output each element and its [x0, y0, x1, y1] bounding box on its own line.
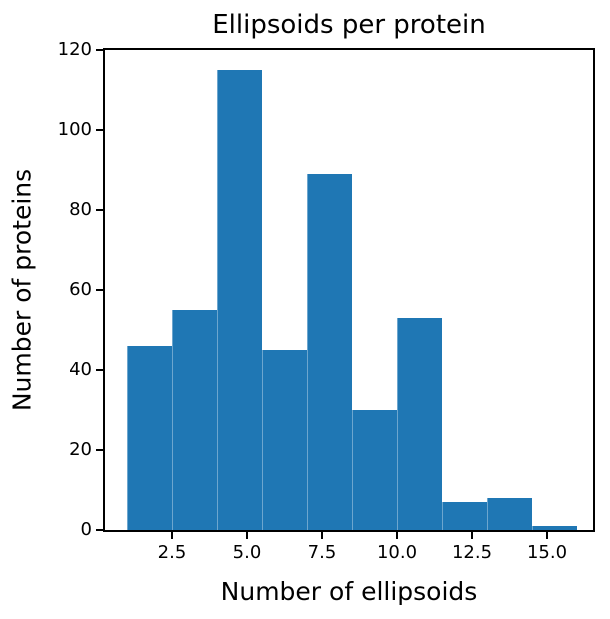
x-tick — [546, 532, 548, 539]
histogram-bar — [126, 346, 172, 530]
x-tick — [471, 532, 473, 539]
x-tick-label: 5.0 — [232, 542, 262, 563]
histogram-bar — [352, 410, 397, 530]
histogram-bar — [487, 498, 532, 530]
y-axis-label: Number of proteins — [7, 168, 37, 412]
y-tick-label: 40 — [69, 359, 92, 380]
y-tick-label: 0 — [80, 519, 92, 540]
x-tick-label: 12.5 — [451, 542, 493, 563]
chart-title: Ellipsoids per protein — [212, 10, 486, 40]
y-tick — [96, 49, 103, 51]
histogram-bar — [216, 70, 262, 530]
histogram-bar — [261, 350, 307, 530]
y-tick — [96, 449, 103, 451]
y-tick — [96, 129, 103, 131]
x-tick-label: 2.5 — [157, 542, 187, 563]
histogram-bar — [397, 318, 442, 530]
y-tick-label: 20 — [69, 439, 92, 460]
y-tick-label: 60 — [69, 279, 92, 300]
x-tick-label: 10.0 — [376, 542, 418, 563]
x-axis-label: Number of ellipsoids — [220, 577, 478, 606]
x-tick — [320, 532, 323, 539]
y-tick-label: 120 — [57, 39, 92, 60]
y-tick — [96, 529, 103, 531]
x-tick — [170, 532, 173, 539]
y-tick-label: 100 — [57, 119, 92, 140]
x-tick — [245, 532, 248, 539]
y-tick — [96, 289, 103, 291]
x-tick-label: 7.5 — [307, 542, 337, 563]
histogram-bar — [306, 174, 352, 530]
x-tick — [396, 532, 398, 539]
histogram-bar — [532, 526, 577, 530]
x-tick-label: 15.0 — [526, 542, 568, 563]
histogram-bar — [171, 310, 217, 530]
y-tick — [96, 369, 103, 371]
y-tick-label: 80 — [69, 199, 92, 220]
plot-area — [103, 48, 595, 532]
y-tick — [96, 209, 103, 211]
histogram-bar — [442, 502, 487, 530]
